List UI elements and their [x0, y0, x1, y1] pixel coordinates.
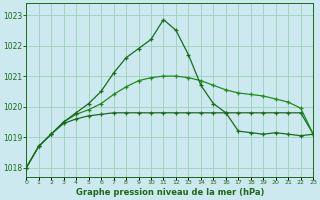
- X-axis label: Graphe pression niveau de la mer (hPa): Graphe pression niveau de la mer (hPa): [76, 188, 264, 197]
